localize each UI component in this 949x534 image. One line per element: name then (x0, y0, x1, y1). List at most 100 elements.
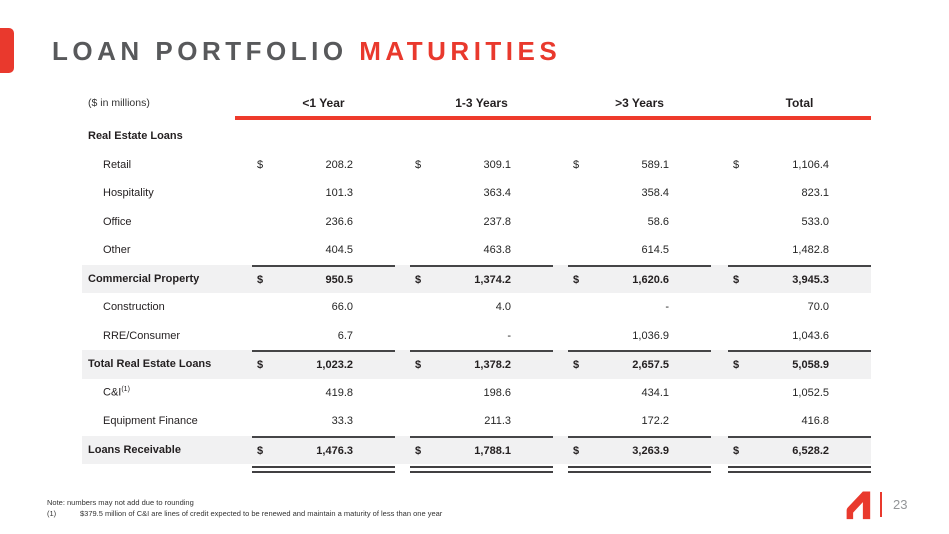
cell-group-rre-consumer-3: 1,036.9 (568, 322, 711, 351)
cell-value: 101.3 (325, 187, 353, 200)
cell-group-hospitality-3: 358.4 (568, 179, 711, 208)
dollar-sign: $ (257, 359, 264, 372)
gap (553, 436, 568, 465)
cell-value: 1,374.2 (474, 273, 511, 286)
cell-value: 1,482.8 (792, 244, 829, 257)
cell-group-construction-2: 4.0 (410, 293, 553, 322)
cell-group-commercial-property-1: $950.5 (252, 264, 395, 294)
cell-group-other-1: 404.5 (252, 236, 395, 265)
cell-group-retail-3: $589.1 (568, 151, 711, 180)
cell-value: 6,528.2 (792, 444, 829, 457)
cell-group-commercial-property-4: $3,945.3 (728, 264, 871, 294)
cell-group-retail-4: $1,106.4 (728, 151, 871, 180)
gap (711, 236, 728, 265)
table-row-loans-receivable: Loans Receivable $1,476.3 $1,788.1 $3,263.9… (82, 435, 871, 465)
cell-group-real-estate-loans-2 (410, 122, 553, 151)
cell-group-office-3: 58.6 (568, 208, 711, 237)
cell-group-office-1: 236.6 (252, 208, 395, 237)
row-label-equipment-finance: Equipment Finance (103, 415, 198, 428)
dollar-sign: $ (573, 273, 580, 286)
dollar-sign: $ (573, 158, 580, 171)
row-label-loans-receivable: Loans Receivable (88, 443, 181, 456)
row-label-c-i: C&I(1) (103, 386, 130, 400)
col-header--1-year: <1 Year (302, 96, 345, 110)
cell-value: 363.4 (483, 187, 511, 200)
cell-value: 172.2 (641, 415, 669, 428)
gap (553, 122, 568, 151)
cell-group-hospitality-1: 101.3 (252, 179, 395, 208)
gap (553, 407, 568, 436)
cell-value: 1,476.3 (316, 444, 353, 457)
company-logo-icon (846, 491, 871, 520)
cell-group-real-estate-loans-3 (568, 122, 711, 151)
cell-value: 1,378.2 (474, 359, 511, 372)
dollar-sign: $ (415, 359, 422, 372)
gap (240, 265, 252, 294)
gap (395, 122, 410, 151)
cell-group-rre-consumer-2: - (410, 322, 553, 351)
gap (395, 379, 410, 408)
cell-value: 66.0 (331, 301, 353, 314)
row-label-construction: Construction (103, 301, 165, 314)
gap (240, 464, 252, 474)
cell-value: 5,058.9 (792, 359, 829, 372)
cell-value: 236.6 (325, 215, 353, 228)
cell-group-construction-1: 66.0 (252, 293, 395, 322)
cell-value: 614.5 (641, 244, 669, 257)
gap (395, 236, 410, 265)
dollar-sign: $ (415, 158, 422, 171)
cell-value: 211.3 (484, 415, 511, 428)
row-label-hospitality: Hospitality (103, 187, 154, 200)
table-row-office: Office 236.6 237.8 58.6 533.0 (82, 208, 871, 237)
cell-value: 1,106.4 (792, 158, 829, 171)
gap (553, 379, 568, 408)
gap (395, 464, 410, 474)
cell-value: 1,036.9 (632, 329, 669, 342)
cell-value: 1,052.5 (792, 386, 829, 399)
cell-group-c-i-1: 419.8 (252, 379, 395, 408)
cell-group-commercial-property-3: $1,620.6 (568, 264, 711, 294)
cell-value: 950.5 (325, 273, 353, 286)
cell-group-commercial-property-2: $1,374.2 (410, 264, 553, 294)
gap (240, 350, 252, 379)
row-label-other: Other (103, 244, 131, 257)
cell-group-rre-consumer-4: 1,043.6 (728, 322, 871, 351)
cell-value: 4.0 (495, 301, 511, 314)
gap (395, 322, 410, 351)
gap (553, 179, 568, 208)
row-label-office: Office (103, 215, 132, 228)
gap (553, 293, 568, 322)
row-label-commercial-property: Commercial Property (88, 272, 200, 285)
cell-value: 3,263.9 (632, 444, 669, 457)
footnotes: Note: numbers may not add due to roundin… (47, 497, 442, 519)
page-title-red: MATURITIES (359, 36, 562, 66)
gap (553, 151, 568, 180)
gap (240, 208, 252, 237)
gap (395, 350, 410, 379)
cell-group-total-real-estate-loans-1: $1,023.2 (252, 350, 395, 379)
cell-group-real-estate-loans-1 (252, 122, 395, 151)
cell-value: 237.8 (483, 215, 511, 228)
page-title: LOAN PORTFOLIO MATURITIES (52, 36, 561, 67)
cell-value: 58.6 (647, 215, 669, 228)
gap (240, 90, 252, 116)
gap (711, 436, 728, 465)
cell-value: 309.1 (483, 158, 511, 171)
page-title-gray: LOAN PORTFOLIO (52, 36, 360, 66)
gap (553, 350, 568, 379)
gap (711, 293, 728, 322)
cell-value: 533.0 (801, 215, 829, 228)
gap (711, 208, 728, 237)
gap (240, 293, 252, 322)
row-label-retail: Retail (103, 158, 132, 171)
gap (240, 236, 252, 265)
col-header-total: Total (785, 96, 814, 110)
table-row-retail: Retail $208.2 $309.1 $589.1 $1,106.4 (82, 151, 871, 180)
gap (553, 265, 568, 294)
gap (240, 407, 252, 436)
dollar-sign: $ (257, 444, 264, 457)
cell-group-rre-consumer-1: 6.7 (252, 322, 395, 351)
red-accent-tab (0, 28, 14, 73)
gap (553, 464, 568, 474)
